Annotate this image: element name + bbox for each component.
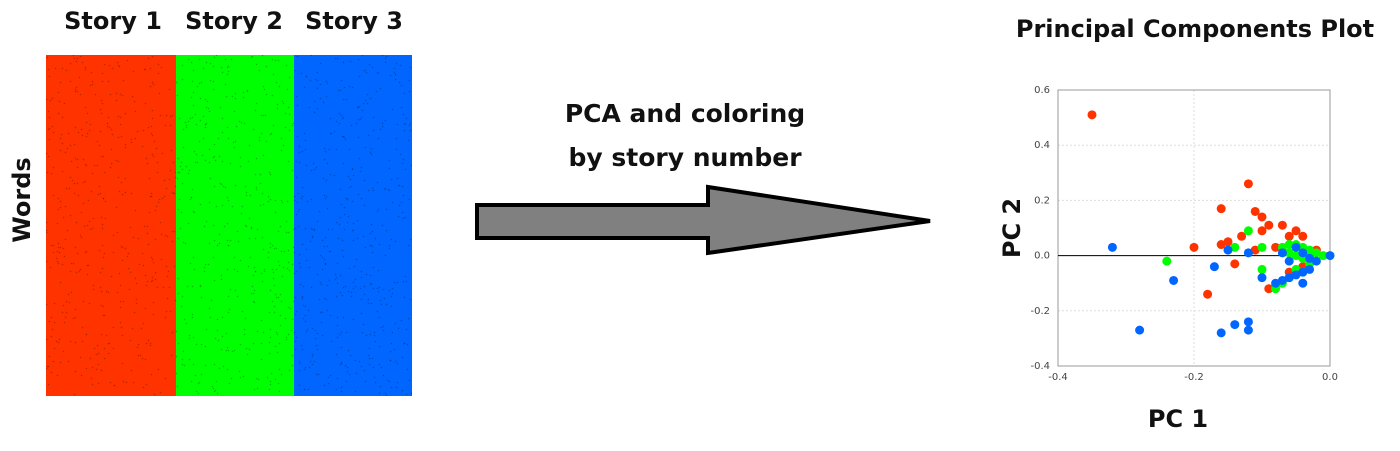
scatter-point <box>1298 278 1308 288</box>
y-tick-label: -0.2 <box>1030 306 1050 317</box>
x-tick-label: 0.0 <box>1322 372 1338 383</box>
scatter-point <box>1243 317 1253 327</box>
scatter-point <box>1250 245 1260 255</box>
scatter-point <box>1169 275 1179 285</box>
scatter-point <box>1291 251 1301 261</box>
transform-caption: PCA and coloring by story number <box>510 92 860 180</box>
scatter-point <box>1298 267 1308 277</box>
scatter-point <box>1230 242 1240 252</box>
y-tick-label: -0.4 <box>1030 361 1050 372</box>
caption-line-1: PCA and coloring <box>564 99 806 128</box>
scatter-point <box>1284 273 1294 283</box>
scatter-point <box>1107 242 1117 252</box>
y-tick-label: 0.4 <box>1034 140 1050 151</box>
scatter-point <box>1318 251 1328 261</box>
story-3-label: Story 3 <box>305 7 403 35</box>
scatter-point <box>1209 262 1219 272</box>
right-arrow-icon <box>475 184 931 256</box>
word-story-matrix <box>46 55 412 396</box>
y-tick-label: 0.2 <box>1034 195 1050 206</box>
scatter-point <box>1311 248 1321 258</box>
x-tick-label: -0.4 <box>1048 372 1068 383</box>
scatter-point <box>1325 251 1335 261</box>
scatter-point <box>1237 231 1247 241</box>
scatter-point <box>1162 256 1172 266</box>
scatter-point <box>1189 242 1199 252</box>
scatter-point <box>1284 240 1294 250</box>
scatter-point <box>1087 110 1097 120</box>
scatter-point <box>1284 256 1294 266</box>
scatter-point <box>1216 328 1226 338</box>
y-axis-title: PC 2 <box>998 198 1026 258</box>
scatter-point <box>1291 270 1301 280</box>
story-2-label: Story 2 <box>185 7 283 35</box>
words-label: Words <box>8 157 36 243</box>
scatter-point <box>1277 220 1287 230</box>
scatter-point <box>1243 248 1253 258</box>
scatter-point <box>1203 289 1213 299</box>
scatter-point <box>1284 248 1294 258</box>
scatter-point <box>1257 212 1267 222</box>
scatter-point <box>1243 325 1253 335</box>
scatter-point <box>1243 179 1253 189</box>
x-axis-title: PC 1 <box>1148 405 1208 433</box>
scatter-point <box>1257 264 1267 274</box>
scatter-point <box>1271 278 1281 288</box>
scatter-point <box>1257 242 1267 252</box>
y-tick-label: 0.6 <box>1034 85 1050 96</box>
scatter-point <box>1305 253 1315 263</box>
scatter-point <box>1277 248 1287 258</box>
plot-title: Principal Components Plot <box>1015 15 1375 43</box>
scatter-point <box>1311 256 1321 266</box>
scatter-point <box>1216 204 1226 214</box>
scatter-point <box>1243 226 1253 236</box>
scatter-point <box>1291 226 1301 236</box>
scatter-point <box>1277 275 1287 285</box>
scatter-point <box>1250 206 1260 216</box>
caption-line-2: by story number <box>568 143 802 172</box>
scatter-point <box>1298 248 1308 258</box>
plot-frame <box>1057 89 1331 367</box>
scatter-point <box>1257 273 1267 283</box>
pca-scatter-plot: -0.4 -0.2 0.0 0.2 0.4 0.6 -0.4 -0.2 0.0 PC 1 PC 2 <box>998 85 1338 433</box>
scatter-point <box>1264 284 1274 294</box>
x-tick-label: -0.2 <box>1184 372 1204 383</box>
scatter-point <box>1298 231 1308 241</box>
scatter-point <box>1230 259 1240 269</box>
scatter-point <box>1264 220 1274 230</box>
scatter-point <box>1271 242 1281 252</box>
arrow-shape <box>475 184 931 256</box>
story-1-label: Story 1 <box>64 7 162 35</box>
scatter-point <box>1305 264 1315 274</box>
scatter-point <box>1223 237 1233 247</box>
scatter-point <box>1135 325 1145 335</box>
scatter-point <box>1257 226 1267 236</box>
scatter-point <box>1230 320 1240 330</box>
y-tick-label: 0.0 <box>1034 251 1050 262</box>
scatter-point <box>1223 245 1233 255</box>
matrix-speckle-texture <box>46 55 412 396</box>
scatter-point <box>1284 231 1294 241</box>
scatter-point <box>1216 240 1226 250</box>
scatter-point <box>1291 242 1301 252</box>
